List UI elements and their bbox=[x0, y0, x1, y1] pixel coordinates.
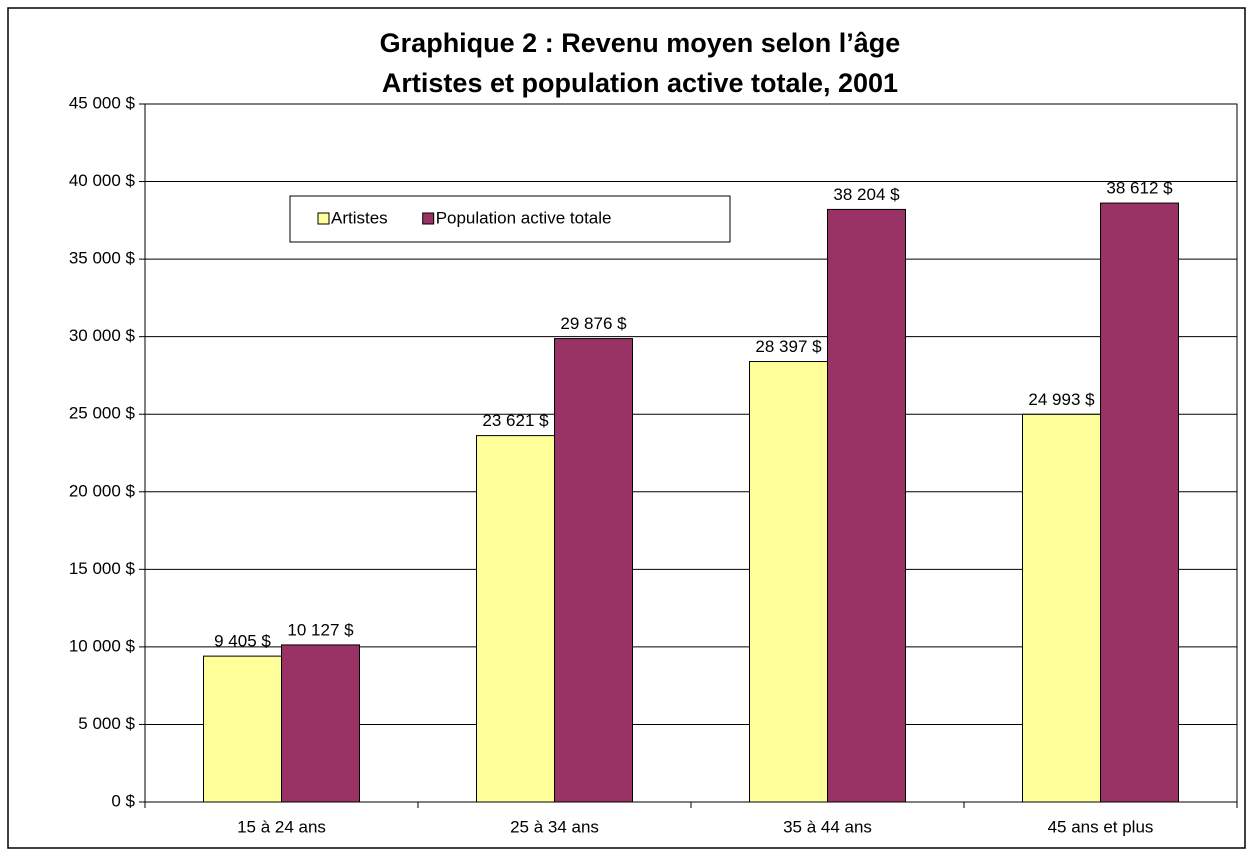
bar bbox=[476, 435, 555, 803]
x-tick-label: 15 à 24 ans bbox=[237, 817, 326, 836]
chart-title: Graphique 2 : Revenu moyen selon l’âge bbox=[380, 28, 901, 58]
y-tick-label: 40 000 $ bbox=[69, 171, 136, 190]
y-tick-label: 15 000 $ bbox=[69, 559, 136, 578]
y-tick-label: 30 000 $ bbox=[69, 326, 136, 345]
legend-swatch bbox=[422, 212, 435, 225]
data-label: 28 397 $ bbox=[755, 337, 822, 356]
bar bbox=[1022, 413, 1101, 803]
data-label: 38 612 $ bbox=[1106, 179, 1173, 198]
bar bbox=[203, 655, 282, 803]
legend-box bbox=[289, 195, 731, 243]
y-tick-label: 0 $ bbox=[111, 791, 135, 810]
legend-swatch bbox=[317, 212, 330, 225]
data-label: 9 405 $ bbox=[214, 632, 271, 651]
bar bbox=[281, 644, 360, 803]
y-tick-label: 35 000 $ bbox=[69, 249, 136, 268]
x-tick-label: 45 ans et plus bbox=[1048, 817, 1154, 836]
bar bbox=[1100, 202, 1179, 803]
y-tick-label: 5 000 $ bbox=[78, 714, 135, 733]
data-label: 23 621 $ bbox=[482, 411, 549, 430]
bar bbox=[749, 361, 828, 803]
chart-subtitle: Artistes et population active totale, 20… bbox=[382, 68, 898, 98]
data-label: 10 127 $ bbox=[287, 620, 354, 639]
data-label: 38 204 $ bbox=[833, 185, 900, 204]
legend-label: Population active totale bbox=[436, 208, 612, 227]
y-tick-label: 20 000 $ bbox=[69, 481, 136, 500]
data-label: 24 993 $ bbox=[1028, 390, 1095, 409]
bar bbox=[554, 338, 633, 803]
x-tick-label: 25 à 34 ans bbox=[510, 817, 599, 836]
y-tick-label: 45 000 $ bbox=[69, 93, 136, 112]
y-tick-label: 10 000 $ bbox=[69, 636, 136, 655]
y-tick-label: 25 000 $ bbox=[69, 404, 136, 423]
legend-label: Artistes bbox=[331, 208, 388, 227]
bar bbox=[827, 208, 906, 803]
x-tick-label: 35 à 44 ans bbox=[783, 817, 872, 836]
data-label: 29 876 $ bbox=[560, 314, 627, 333]
